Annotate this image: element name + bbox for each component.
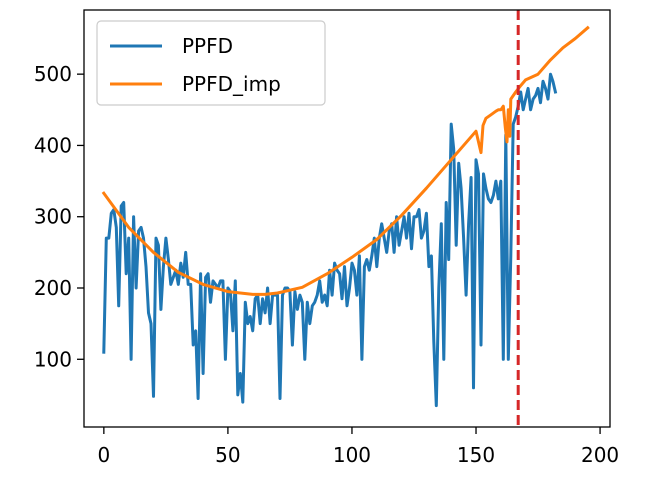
series-line-ppfd <box>102 72 558 408</box>
series-layer <box>101 25 590 408</box>
x-tick-label: 100 <box>333 443 371 467</box>
legend: PPFD PPFD_imp <box>96 20 326 106</box>
legend-label-ppfd: PPFD <box>182 34 233 58</box>
series-line-ppfd-imp <box>101 25 590 296</box>
plot-frame <box>83 9 611 428</box>
y-tick-label: 400 <box>34 133 72 157</box>
x-tick-label: 50 <box>215 443 240 467</box>
y-tick-label: 100 <box>34 347 72 371</box>
x-axis-ticks: 0 50 100 150 200 <box>97 427 619 467</box>
y-tick-label: 300 <box>34 205 72 229</box>
x-tick-label: 200 <box>581 443 619 467</box>
y-tick-label: 200 <box>34 276 72 300</box>
x-tick-label: 150 <box>457 443 495 467</box>
x-tick-label: 0 <box>97 443 110 467</box>
y-tick-label: 500 <box>34 62 72 86</box>
legend-label-ppfd-imp: PPFD_imp <box>182 72 281 96</box>
y-axis-ticks: 100 200 300 400 500 <box>34 62 84 371</box>
